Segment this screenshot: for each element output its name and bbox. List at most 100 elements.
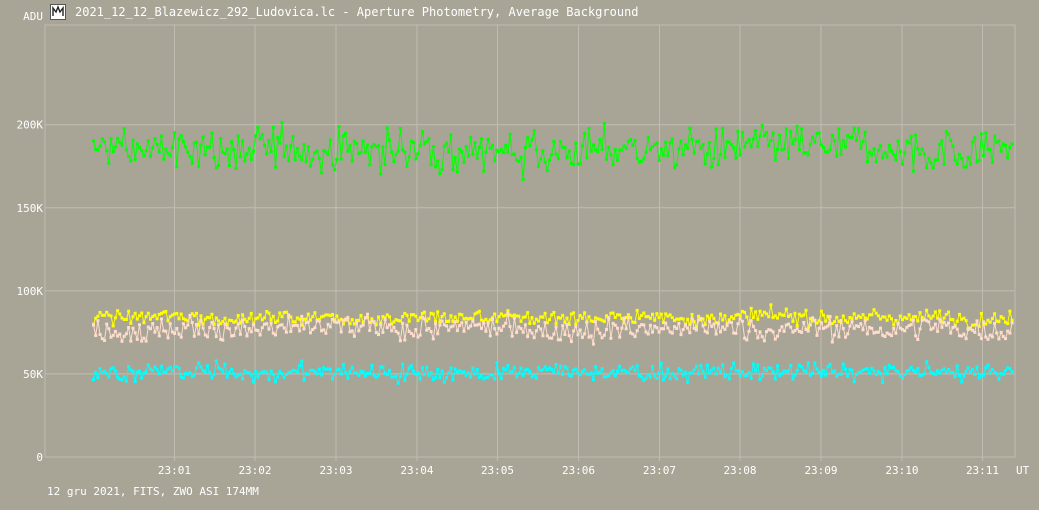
series-2-point <box>537 324 540 328</box>
series-2-point <box>256 329 260 332</box>
series-0-point <box>708 141 711 144</box>
series-1-point <box>434 320 437 323</box>
series-0-point <box>811 135 815 139</box>
series-0-point <box>600 148 604 151</box>
series-3-point <box>703 375 707 379</box>
series-1-point <box>694 325 698 329</box>
series-0-point <box>477 145 481 149</box>
series-0-point <box>648 148 652 152</box>
series-1-point <box>559 316 562 320</box>
series-2-point <box>166 336 170 340</box>
series-2-point <box>635 329 639 333</box>
series-0-point <box>916 147 920 151</box>
series-1-point <box>491 316 494 320</box>
series-3-point <box>372 373 376 377</box>
series-3-point <box>293 369 297 373</box>
series-3-point <box>927 366 931 369</box>
series-3-point <box>127 365 131 369</box>
series-0-point <box>556 157 560 161</box>
series-0-point <box>784 127 788 131</box>
series-3-point <box>666 367 670 371</box>
series-3-point <box>626 371 630 375</box>
series-2-point <box>776 334 779 338</box>
series-3-point <box>287 370 291 374</box>
series-2-point <box>813 318 817 322</box>
series-2-point <box>506 311 510 315</box>
series-0-point <box>523 146 527 150</box>
series-2-point <box>703 329 707 333</box>
series-3-point <box>778 373 782 377</box>
series-3-point <box>247 371 251 375</box>
series-2-point <box>124 332 128 336</box>
series-1-point <box>977 324 981 328</box>
series-0-point <box>874 160 878 164</box>
series-0-point <box>245 152 249 156</box>
series-3-point <box>429 371 433 375</box>
series-3-point <box>708 371 711 375</box>
series-2-point <box>390 329 394 333</box>
series-2-point <box>317 319 321 323</box>
app-icon[interactable] <box>50 4 66 20</box>
series-2-point <box>699 316 703 320</box>
series-0-point <box>822 145 825 149</box>
series-1-point <box>826 314 830 318</box>
series-3-point <box>359 369 363 373</box>
series-1-point <box>383 316 387 320</box>
series-1-point <box>160 311 163 315</box>
series-3-point <box>188 371 192 375</box>
series-3-point <box>357 373 361 377</box>
series-2-point <box>725 324 729 328</box>
series-0-point <box>1004 143 1007 147</box>
series-3-point <box>958 374 961 377</box>
series-0-point <box>1010 142 1014 146</box>
series-2-point <box>504 321 508 325</box>
series-0-point <box>208 145 212 149</box>
series-3-point <box>962 374 966 378</box>
series-1-point <box>637 316 641 320</box>
series-0-point <box>234 166 238 170</box>
series-2-point <box>944 323 948 327</box>
series-0-point <box>225 147 229 151</box>
series-0-point <box>131 138 135 142</box>
series-2-point <box>677 321 681 325</box>
series-3-point <box>423 373 426 377</box>
series-1-point <box>423 310 426 314</box>
series-0-point <box>120 143 124 147</box>
series-0-point <box>931 166 935 170</box>
series-3-point <box>922 372 926 376</box>
series-2-point <box>497 326 501 330</box>
series-1-point <box>556 316 560 319</box>
series-3-point <box>466 371 470 375</box>
series-2-point <box>569 340 573 344</box>
series-2-point <box>756 336 760 340</box>
series-0-point <box>256 125 260 129</box>
series-1-point <box>548 318 551 322</box>
series-3-point <box>449 366 453 370</box>
series-3-point <box>486 375 490 379</box>
series-1-point <box>162 310 166 314</box>
series-0-point <box>938 142 942 146</box>
series-3-point <box>238 372 242 376</box>
series-1-point <box>528 322 532 325</box>
series-3-point <box>556 371 560 375</box>
series-3-point <box>160 364 163 368</box>
series-2-point <box>396 331 400 335</box>
series-0-point <box>179 134 183 138</box>
series-0-point <box>1008 146 1012 149</box>
series-3-point <box>901 376 904 380</box>
series-3-point <box>979 374 983 378</box>
series-0-point <box>653 142 657 146</box>
series-3-point <box>885 372 889 376</box>
series-2-point <box>241 318 245 322</box>
series-1-point <box>780 313 784 317</box>
series-3-point <box>642 379 646 382</box>
series-1-point <box>238 321 242 325</box>
series-3-point <box>269 369 273 373</box>
series-3-point <box>339 372 343 376</box>
series-0-point <box>607 145 611 149</box>
series-1-point <box>519 319 523 323</box>
series-1-point <box>385 313 389 317</box>
series-0-point <box>291 135 295 138</box>
plot-frame <box>44 24 1016 458</box>
